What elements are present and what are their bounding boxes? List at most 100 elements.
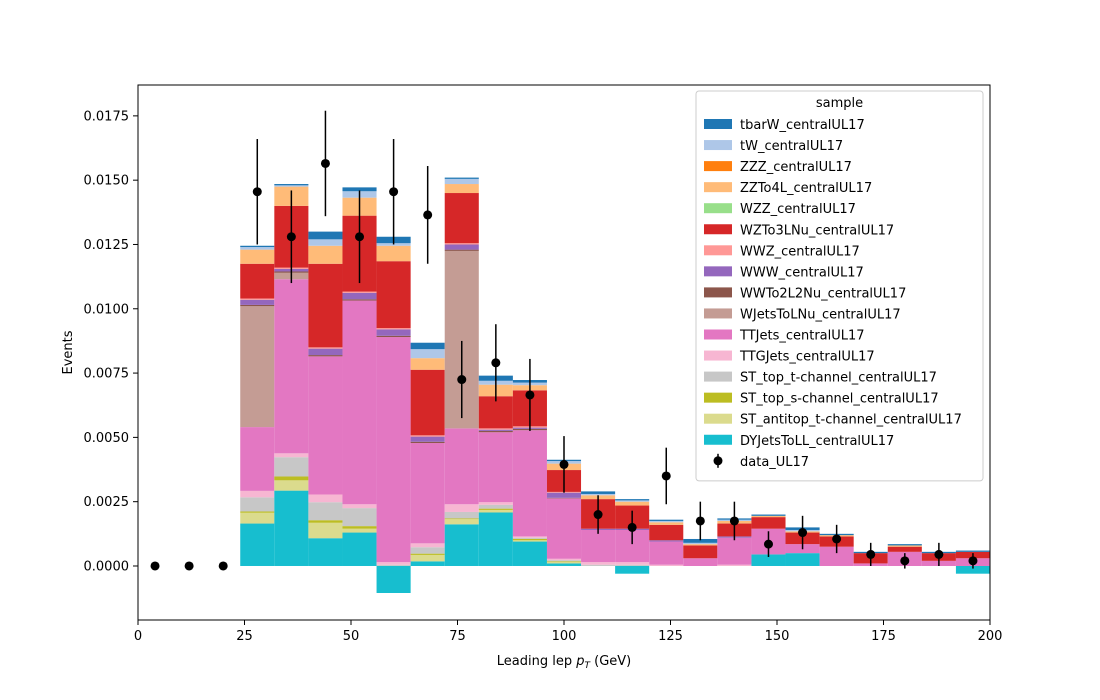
bar-segment <box>649 541 684 565</box>
data-point <box>320 158 330 168</box>
bar-segment <box>240 304 275 307</box>
legend-label: WJetsToLNu_centralUL17 <box>740 307 901 322</box>
bar-segment <box>410 369 445 436</box>
bar-segment <box>410 553 445 555</box>
bar-segment <box>240 306 275 428</box>
legend-label: WWTo2L2Nu_centralUL17 <box>740 286 906 301</box>
x-tick-label: 50 <box>343 629 360 644</box>
bar-segment <box>785 553 820 566</box>
bar-segment <box>410 543 445 548</box>
data-point <box>389 187 399 197</box>
y-tick-label: 0.0150 <box>84 174 130 189</box>
bar-segment <box>308 356 343 495</box>
bar-segment <box>478 429 513 431</box>
bar-segment <box>581 491 616 494</box>
bar-segment <box>444 518 479 520</box>
bar-segment <box>546 562 582 564</box>
x-axis-label-p: p <box>575 654 584 669</box>
bar-segment <box>683 542 718 545</box>
legend-label: ZZZ_centralUL17 <box>740 160 852 175</box>
legend-swatch <box>704 287 732 298</box>
y-tick-label: 0.0025 <box>84 495 130 510</box>
bar-segment <box>751 554 786 566</box>
legend-data-marker <box>713 456 723 466</box>
bar-segment <box>376 328 411 330</box>
bar-segment <box>342 299 377 301</box>
bar-segment <box>410 435 445 437</box>
bar-segment <box>308 263 343 348</box>
legend-swatch <box>704 224 732 235</box>
bar-segment <box>581 564 616 566</box>
bar-segment <box>376 337 411 563</box>
bar-segment <box>342 504 377 509</box>
bar-segment <box>342 532 377 566</box>
legend-label: ST_antitop_t-channel_centralUL17 <box>740 413 962 428</box>
bar-segment <box>410 561 445 566</box>
bar-segment <box>342 292 377 300</box>
bar-segment <box>649 522 684 525</box>
legend-swatch <box>704 182 732 193</box>
y-axis-label: Events <box>61 330 76 374</box>
bar-segment <box>308 522 343 539</box>
data-point <box>150 561 160 571</box>
bar-segment <box>240 299 275 305</box>
legend-label: TTJets_centralUL17 <box>739 329 865 344</box>
bar-segment <box>444 178 479 185</box>
legend-swatch <box>704 350 732 361</box>
bar-segment <box>478 432 513 503</box>
legend-label: WZTo3LNu_centralUL17 <box>740 223 894 238</box>
bar-segment <box>308 538 343 566</box>
bar-segment <box>308 520 343 523</box>
bar-segment <box>512 541 547 566</box>
legend-entries: tbarW_centralUL17 tW_centralUL17 ZZZ_centr… <box>704 118 962 470</box>
bar-segment <box>546 497 582 499</box>
y-tick-label: 0.0000 <box>84 559 130 574</box>
bar-segment <box>240 245 275 248</box>
x-axis-label-prefix: Leading lep <box>497 654 576 669</box>
bar-segment <box>819 546 854 566</box>
x-tick-label: 150 <box>765 629 790 644</box>
bar-segment <box>649 520 684 523</box>
bar-segment <box>240 523 275 566</box>
bar-segment <box>546 498 582 559</box>
bar-segment <box>376 245 411 262</box>
legend-label: WZZ_centralUL17 <box>740 202 856 217</box>
bar-segment <box>410 547 445 554</box>
bar-segment <box>240 497 275 512</box>
legend-swatch <box>704 413 732 424</box>
bar-segment <box>751 514 786 516</box>
bar-segment <box>376 562 411 565</box>
data-point <box>184 561 194 571</box>
bar-segment <box>649 519 684 521</box>
y-tick-label: 0.0125 <box>84 238 130 253</box>
data-point <box>559 459 569 469</box>
x-axis-ticks: 0 25 50 75 100 125 150 175 200 <box>134 620 1002 644</box>
bar-segment <box>274 279 309 454</box>
bar-segment <box>274 185 309 187</box>
bar-segment <box>546 492 582 498</box>
x-axis-label-unit: (GeV) <box>590 654 631 669</box>
bar-segment <box>342 508 377 527</box>
bar-segment <box>683 544 718 546</box>
bar-segment <box>444 244 479 250</box>
bar-segment <box>478 504 513 509</box>
legend-swatch <box>704 245 732 256</box>
data-point <box>900 556 910 566</box>
legend-box <box>695 90 984 482</box>
bar-segment <box>512 540 547 542</box>
data-point <box>832 534 842 544</box>
x-tick-label: 0 <box>134 629 142 644</box>
data-points <box>150 110 978 571</box>
legend-label: WWZ_centralUL17 <box>740 244 860 259</box>
x-tick-label: 125 <box>658 629 683 644</box>
bar-segment <box>444 243 479 245</box>
legend-label: tW_centralUL17 <box>740 139 843 154</box>
legend-swatch <box>704 161 732 172</box>
bar-segment <box>308 239 343 246</box>
bar-segment <box>512 536 547 538</box>
legend-swatch <box>704 119 732 129</box>
bar-segment <box>512 538 547 541</box>
data-point <box>866 549 876 559</box>
legend: sample tbarW_centralUL17 tW_centralUL17 ZZ… <box>695 90 984 482</box>
bar-segment <box>751 515 786 518</box>
